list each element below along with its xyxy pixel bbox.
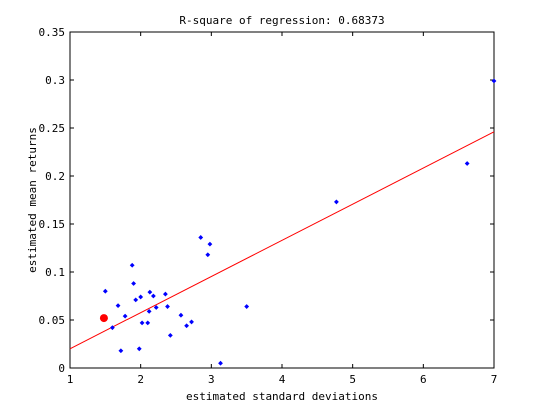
- data-point: [198, 235, 204, 240]
- data-point: [244, 304, 250, 309]
- data-point: [491, 78, 497, 84]
- highlighted-point: [99, 314, 108, 323]
- data-point: [115, 303, 121, 308]
- x-axis-title: estimated standard deviations: [186, 390, 378, 403]
- regression-line: [69, 131, 495, 350]
- data-point: [129, 262, 135, 268]
- data-point: [205, 252, 211, 258]
- x-tick-label: 3: [208, 373, 215, 386]
- y-tick-label: 0.05: [39, 314, 66, 327]
- data-point: [334, 199, 339, 205]
- data-point: [153, 305, 159, 310]
- data-point: [184, 323, 189, 329]
- data-point: [145, 320, 151, 326]
- data-point: [122, 313, 128, 319]
- y-axis-title: estimated mean returns: [26, 127, 39, 273]
- axes-frame: [69, 31, 495, 369]
- x-tick-label: 4: [279, 373, 286, 386]
- data-point: [167, 332, 173, 338]
- chart-title: R-square of regression: 0.68373: [179, 14, 384, 27]
- plot-box: [69, 31, 495, 369]
- y-tick-label: 0.3: [45, 74, 65, 87]
- y-tick-label: 0.2: [45, 170, 65, 183]
- data-point: [146, 308, 152, 314]
- data-point: [110, 325, 115, 331]
- x-tick-label: 5: [349, 373, 356, 386]
- x-tick-label: 1: [67, 373, 74, 386]
- data-point: [218, 360, 223, 366]
- data-marks: [69, 78, 497, 366]
- data-point: [165, 304, 170, 309]
- x-tick-label: 2: [137, 373, 144, 386]
- data-point: [163, 291, 168, 297]
- data-point: [136, 346, 142, 352]
- data-point: [139, 320, 145, 326]
- tick-labels: 1 2 3 4 5 6 7 0 0.05 0.1 0.15 0.2 0.25 0.3 0.35: [39, 26, 498, 386]
- data-point: [178, 312, 184, 318]
- data-point: [133, 297, 139, 303]
- y-tick-label: 0.35: [39, 26, 66, 39]
- tick-marks: [69, 31, 495, 369]
- data-point: [207, 241, 213, 247]
- x-tick-label: 7: [491, 373, 498, 386]
- y-tick-label: 0.25: [39, 122, 66, 135]
- data-point: [150, 293, 156, 299]
- y-tick-label: 0.15: [39, 218, 66, 231]
- data-point: [189, 319, 194, 325]
- data-point: [147, 289, 153, 295]
- y-tick-label: 0.1: [45, 266, 65, 279]
- data-point: [131, 281, 136, 286]
- data-point: [464, 161, 470, 166]
- x-tick-label: 6: [420, 373, 427, 386]
- data-point: [102, 288, 108, 294]
- data-point: [118, 348, 124, 354]
- data-point: [138, 294, 144, 300]
- y-tick-label: 0: [58, 362, 65, 375]
